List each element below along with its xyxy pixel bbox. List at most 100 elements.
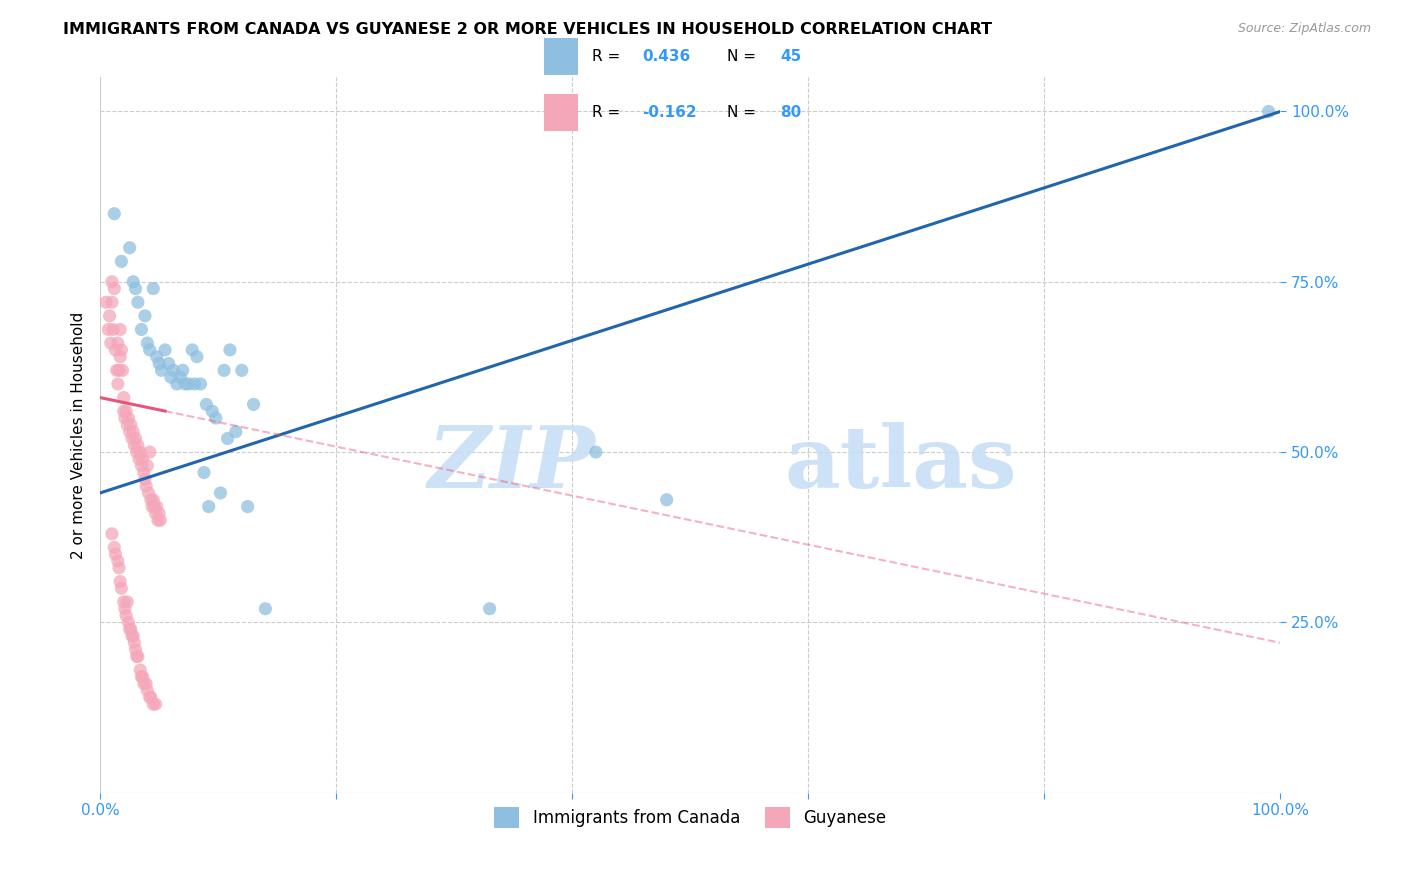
Text: N =: N = <box>727 105 761 120</box>
Point <box>478 601 501 615</box>
Point <box>157 357 180 371</box>
Point <box>103 541 125 555</box>
Point <box>98 309 121 323</box>
Point <box>236 500 259 514</box>
Text: 45: 45 <box>780 49 801 64</box>
Point <box>136 458 159 473</box>
Point <box>139 492 162 507</box>
Point <box>120 417 142 432</box>
Point <box>160 370 183 384</box>
Point <box>148 507 170 521</box>
Point <box>108 322 131 336</box>
Point <box>127 438 149 452</box>
Point <box>131 670 153 684</box>
Legend: Immigrants from Canada, Guyanese: Immigrants from Canada, Guyanese <box>488 801 893 834</box>
Point <box>149 513 172 527</box>
Point <box>94 295 117 310</box>
Point <box>120 622 142 636</box>
Point <box>129 445 152 459</box>
Point <box>121 432 143 446</box>
Point <box>135 676 157 690</box>
Point <box>97 322 120 336</box>
Point <box>115 404 138 418</box>
Point <box>107 336 129 351</box>
Point <box>136 336 159 351</box>
Point <box>138 445 160 459</box>
Text: -0.162: -0.162 <box>643 105 697 120</box>
Point <box>254 601 277 615</box>
Text: atlas: atlas <box>785 422 1017 506</box>
Point <box>108 574 131 589</box>
Point <box>110 582 132 596</box>
Point <box>190 376 212 391</box>
Text: IMMIGRANTS FROM CANADA VS GUYANESE 2 OR MORE VEHICLES IN HOUSEHOLD CORRELATION C: IMMIGRANTS FROM CANADA VS GUYANESE 2 OR … <box>63 22 993 37</box>
Point <box>114 411 136 425</box>
Point <box>125 445 148 459</box>
Point <box>127 649 149 664</box>
Point <box>118 622 141 636</box>
Point <box>209 486 232 500</box>
Point <box>122 425 145 439</box>
Point <box>153 343 176 357</box>
Text: N =: N = <box>727 49 761 64</box>
Point <box>242 397 264 411</box>
Point <box>141 500 163 514</box>
Point <box>132 676 155 690</box>
Point <box>145 507 167 521</box>
Text: ZIP: ZIP <box>427 422 596 506</box>
Point <box>138 690 160 705</box>
Point <box>131 458 153 473</box>
Point <box>111 363 134 377</box>
Point <box>122 629 145 643</box>
Point <box>124 282 146 296</box>
Point <box>118 425 141 439</box>
Point <box>217 432 239 446</box>
Point <box>115 608 138 623</box>
Point <box>107 554 129 568</box>
Point <box>129 663 152 677</box>
Point <box>122 275 145 289</box>
Point <box>117 595 139 609</box>
Point <box>121 629 143 643</box>
Point <box>101 526 124 541</box>
Point <box>117 411 139 425</box>
Point <box>108 561 131 575</box>
Point <box>134 309 156 323</box>
Text: R =: R = <box>592 105 624 120</box>
Point <box>146 350 169 364</box>
Point <box>142 282 165 296</box>
Point <box>135 479 157 493</box>
Point <box>104 343 127 357</box>
Point <box>100 336 122 351</box>
Point <box>169 370 191 384</box>
Point <box>114 601 136 615</box>
Point <box>204 411 226 425</box>
Point <box>177 376 200 391</box>
Point <box>1257 104 1279 119</box>
Point <box>117 417 139 432</box>
Point <box>107 376 129 391</box>
Point <box>131 670 153 684</box>
Point <box>148 357 170 371</box>
Point <box>117 615 139 630</box>
Point <box>145 697 167 711</box>
Point <box>134 472 156 486</box>
Point <box>112 595 135 609</box>
Point <box>124 636 146 650</box>
Point <box>142 492 165 507</box>
Point <box>110 343 132 357</box>
Point <box>225 425 247 439</box>
Point <box>101 295 124 310</box>
Point <box>125 649 148 664</box>
Y-axis label: 2 or more Vehicles in Household: 2 or more Vehicles in Household <box>72 311 86 558</box>
Point <box>104 547 127 561</box>
Point <box>131 322 153 336</box>
Point <box>195 397 218 411</box>
Point <box>103 207 125 221</box>
Point <box>138 343 160 357</box>
Point <box>108 350 131 364</box>
Point <box>118 241 141 255</box>
Point <box>105 363 128 377</box>
Point <box>172 363 194 377</box>
Point <box>132 466 155 480</box>
